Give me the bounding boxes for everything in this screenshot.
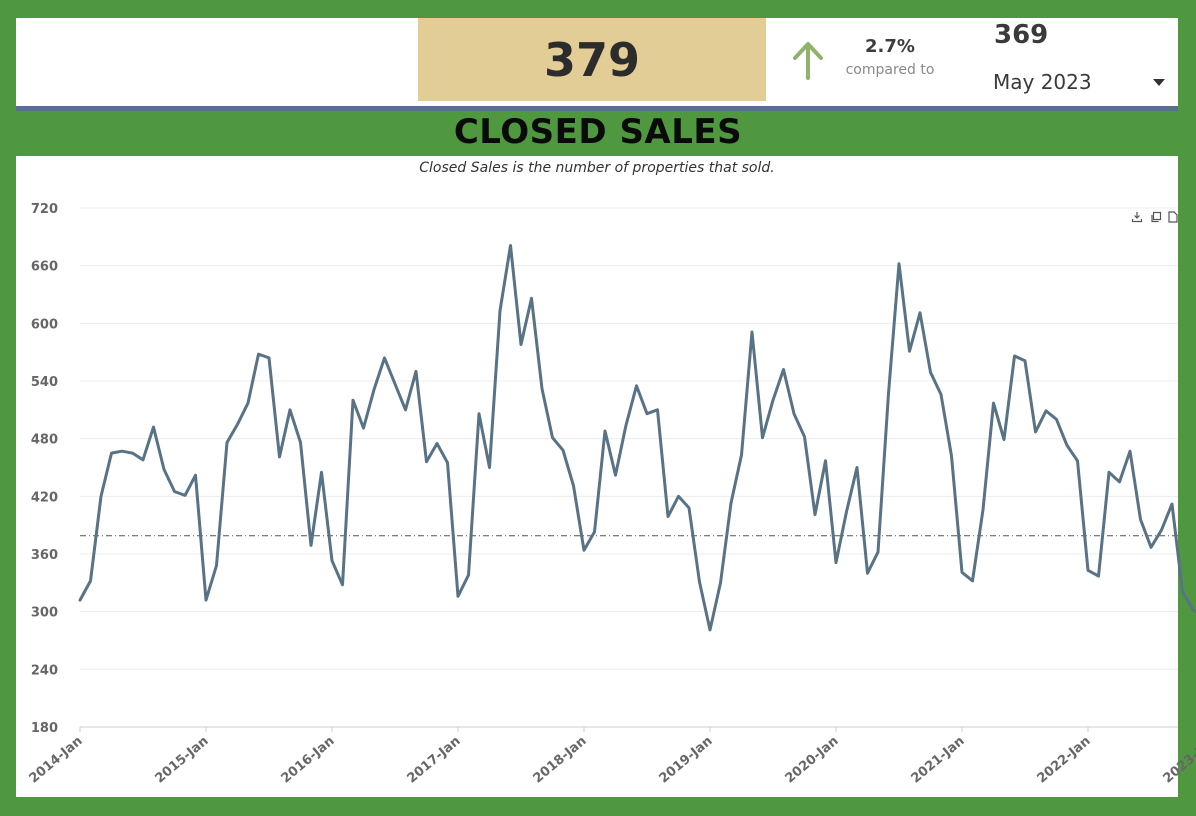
change-percent: 2.7% <box>865 36 915 57</box>
x-tick-label: 2015-Jan <box>153 734 212 787</box>
x-tick-label: 2019-Jan <box>657 734 716 787</box>
x-tick-label: 2017-Jan <box>405 734 464 787</box>
x-tick-label: 2014-Jan <box>27 734 86 787</box>
y-tick-label: 480 <box>31 433 58 448</box>
chart-panel <box>16 156 1178 797</box>
period-label: May 2023 <box>993 70 1092 94</box>
copy-icon[interactable] <box>1150 211 1162 223</box>
y-tick-label: 240 <box>31 663 58 678</box>
export-icon[interactable] <box>1168 211 1178 223</box>
x-tick-label: 2023-Jan <box>1161 734 1196 787</box>
current-value: 379 <box>543 32 641 87</box>
y-tick-label: 540 <box>31 375 58 390</box>
y-tick-label: 660 <box>31 260 58 275</box>
y-tick-label: 720 <box>31 202 58 217</box>
current-value-box: 379 <box>418 18 766 101</box>
y-tick-label: 360 <box>31 548 58 563</box>
x-tick-label: 2021-Jan <box>909 734 968 787</box>
header-divider <box>16 106 1178 111</box>
x-tick-label: 2022-Jan <box>1035 734 1094 787</box>
arrow-up-icon <box>793 42 823 80</box>
x-tick-label: 2018-Jan <box>531 734 590 787</box>
previous-value: 369 <box>994 20 1049 50</box>
chart-subtitle: Closed Sales is the number of properties… <box>419 160 775 176</box>
y-tick-label: 420 <box>31 490 58 505</box>
chart-title: CLOSED SALES <box>453 112 743 152</box>
y-tick-label: 180 <box>31 721 58 736</box>
compared-to-label: compared to <box>845 62 935 78</box>
caret-down-icon[interactable] <box>1153 78 1165 86</box>
series-line[interactable] <box>78 244 1196 698</box>
download-icon[interactable] <box>1131 211 1143 223</box>
period-dropdown[interactable]: May 2023 <box>993 68 1173 96</box>
x-tick-label: 2016-Jan <box>279 734 338 787</box>
y-tick-label: 300 <box>31 606 58 621</box>
x-tick-label: 2020-Jan <box>783 734 842 787</box>
y-tick-label: 600 <box>31 317 58 332</box>
